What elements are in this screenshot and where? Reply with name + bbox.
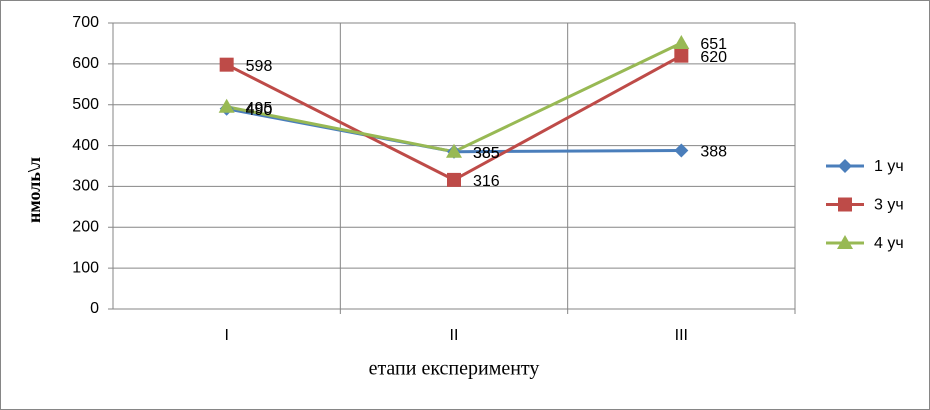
marker — [673, 35, 690, 50]
x-tick-label: II — [450, 327, 459, 344]
marker — [219, 57, 234, 72]
data-label: 495 — [246, 100, 273, 117]
x-tick-label: III — [675, 327, 688, 344]
marker — [674, 143, 689, 158]
y-tick-label: 700 — [72, 14, 99, 31]
y-axis-title: нмоль\л — [24, 157, 44, 223]
data-label: 620 — [700, 49, 727, 66]
x-tick-label: I — [224, 327, 228, 344]
x-axis-title: етапи експерименту — [369, 358, 540, 380]
legend-label: 3 уч — [874, 197, 904, 214]
y-tick-label: 400 — [72, 137, 99, 154]
marker — [674, 48, 689, 63]
y-tick-label: 600 — [72, 55, 99, 72]
legend-label: 4 уч — [874, 235, 904, 252]
data-label: 385 — [473, 145, 500, 162]
y-tick-label: 200 — [72, 219, 99, 236]
y-tick-label: 0 — [90, 300, 99, 317]
y-tick-label: 100 — [72, 259, 99, 276]
marker — [447, 172, 461, 187]
data-label: 385 — [473, 145, 500, 162]
marker — [838, 159, 852, 173]
marker — [446, 143, 462, 158]
marker — [218, 98, 235, 113]
data-label: 388 — [700, 144, 727, 161]
data-label: 490 — [246, 102, 273, 119]
marker — [838, 197, 852, 212]
y-tick-label: 500 — [72, 96, 99, 113]
data-label: 316 — [473, 173, 500, 190]
data-label: 598 — [246, 58, 273, 75]
data-label: 651 — [700, 36, 727, 53]
legend-label: 1 уч — [874, 158, 904, 175]
y-tick-label: 300 — [72, 178, 99, 195]
marker — [837, 235, 853, 249]
